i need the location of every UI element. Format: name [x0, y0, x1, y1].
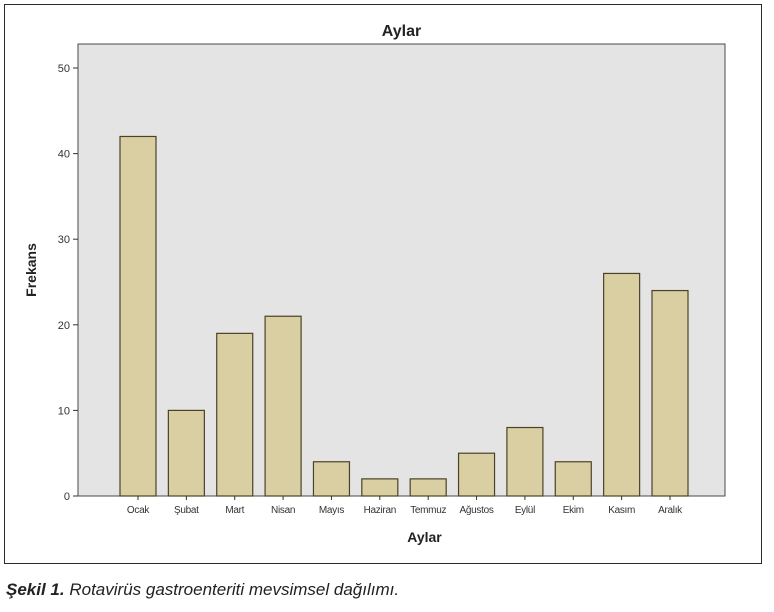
y-axis-label: Frekans [23, 243, 39, 297]
y-tick-label: 40 [58, 149, 70, 161]
x-tick-label: Ocak [127, 505, 150, 516]
y-tick-label: 0 [64, 491, 70, 503]
bar [264, 315, 302, 497]
bar-chart: Aylar 0 10 20 30 40 50 Frekans Ocak Şubat Mart Nisa… [23, 23, 726, 545]
x-tick-label: Şubat [174, 505, 199, 516]
figure-caption: Şekil 1. Rotavirüs gastroenteriti mevsim… [6, 580, 399, 600]
bar [216, 332, 254, 497]
bar [651, 289, 689, 497]
caption-label: Şekil 1. [6, 580, 65, 599]
bar [312, 461, 351, 497]
y-tick-label: 30 [58, 234, 70, 246]
bar [361, 478, 399, 497]
x-tick-label: Temmuz [410, 505, 446, 516]
x-tick-label: Eylül [515, 505, 535, 516]
bar [167, 409, 205, 497]
bar [457, 452, 496, 497]
x-tick-label: Haziran [364, 505, 396, 516]
x-tick-label: Nisan [271, 505, 295, 516]
x-tick-label: Ağustos [460, 505, 494, 516]
bar [554, 461, 592, 497]
chart-title: Aylar [382, 23, 421, 40]
bar [506, 426, 544, 497]
x-tick-label: Mayıs [319, 505, 344, 516]
bar [409, 478, 447, 497]
x-tick-label: Kasım [608, 505, 635, 516]
caption-text: Rotavirüs gastroenteriti mevsimsel dağıl… [69, 580, 400, 599]
x-axis-label: Aylar [407, 529, 442, 545]
chart-frame: Aylar 0 10 20 30 40 50 Frekans Ocak Şubat Mart Nisa… [4, 4, 762, 564]
x-tick-label: Ekim [563, 505, 584, 516]
x-tick-label: Aralık [658, 505, 683, 516]
x-tick-label: Mart [225, 505, 244, 516]
y-tick-label: 20 [58, 320, 70, 332]
y-tick-label: 50 [58, 63, 70, 75]
bar [119, 135, 157, 497]
bar [603, 272, 641, 497]
y-tick-label: 10 [58, 405, 70, 417]
